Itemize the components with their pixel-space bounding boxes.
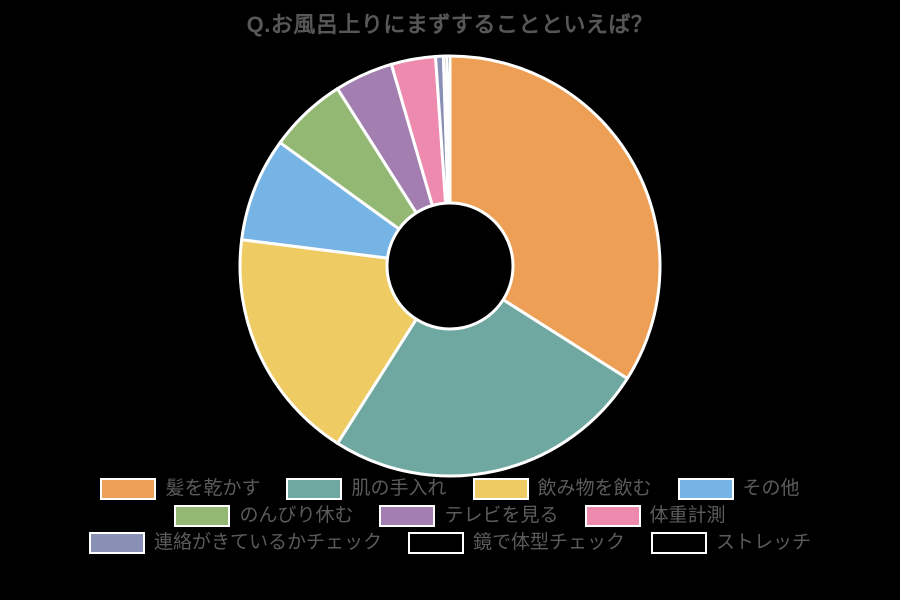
legend-item-label: 髪を乾かす — [165, 478, 261, 499]
pie-slice[interactable] — [448, 54, 662, 381]
legend-item-label: ストレッチ — [716, 532, 812, 553]
donut-svg — [238, 54, 662, 478]
pie-slice-group — [238, 54, 662, 478]
legend-color-swatch — [651, 532, 707, 554]
legend-item[interactable]: その他 — [677, 478, 800, 500]
chart-legend: 髪を乾かす 肌の手入れ 飲み物を飲む その他のんびり休む テレビを見る 体重計測連絡がきて… — [0, 478, 900, 554]
legend-item[interactable]: テレビを見る — [379, 505, 559, 527]
legend-item-label: 連絡がきているかチェック — [153, 532, 382, 553]
legend-color-swatch — [88, 532, 145, 554]
legend-color-swatch — [100, 478, 157, 500]
donut-plot-area — [225, 52, 675, 480]
pie-slice[interactable] — [238, 238, 418, 445]
legend-color-swatch — [472, 478, 529, 500]
legend-color-swatch — [677, 478, 734, 500]
chart-title: Q.お風呂上りにまずすることといえば？ — [246, 12, 654, 37]
legend-item[interactable]: のんびり休む — [174, 505, 353, 527]
legend-item[interactable]: 連絡がきているかチェック — [88, 532, 382, 554]
legend-color-swatch — [407, 532, 464, 554]
legend-item-label: 体重計測 — [649, 505, 726, 526]
legend-item-label: テレビを見る — [444, 505, 559, 526]
legend-row: 髪を乾かす 肌の手入れ 飲み物を飲む その他 — [100, 478, 800, 500]
legend-item[interactable]: 鏡で体型チェック — [407, 532, 625, 554]
legend-item-label: 肌の手入れ — [351, 478, 447, 499]
legend-item-label: 飲み物を飲む — [537, 478, 652, 499]
pie-slice[interactable] — [445, 54, 452, 205]
legend-item[interactable]: 体重計測 — [584, 505, 726, 527]
legend-color-swatch — [286, 478, 343, 500]
legend-item[interactable]: 肌の手入れ — [286, 478, 447, 500]
legend-row: のんびり休む テレビを見る 体重計測 — [174, 505, 726, 527]
pie-slice[interactable] — [335, 298, 629, 478]
legend-color-swatch — [584, 505, 641, 527]
legend-item-label: 鏡で体型チェック — [472, 532, 625, 553]
legend-item[interactable]: 飲み物を飲む — [472, 478, 652, 500]
legend-item[interactable]: ストレッチ — [651, 532, 811, 554]
legend-color-swatch — [174, 505, 231, 527]
legend-color-swatch — [379, 505, 436, 527]
legend-item-label: その他 — [742, 478, 800, 499]
legend-item-label: のんびり休む — [239, 505, 354, 526]
legend-row: 連絡がきているかチェック 鏡で体型チェック ストレッチ — [88, 532, 811, 554]
legend-item[interactable]: 髪を乾かす — [100, 478, 260, 500]
